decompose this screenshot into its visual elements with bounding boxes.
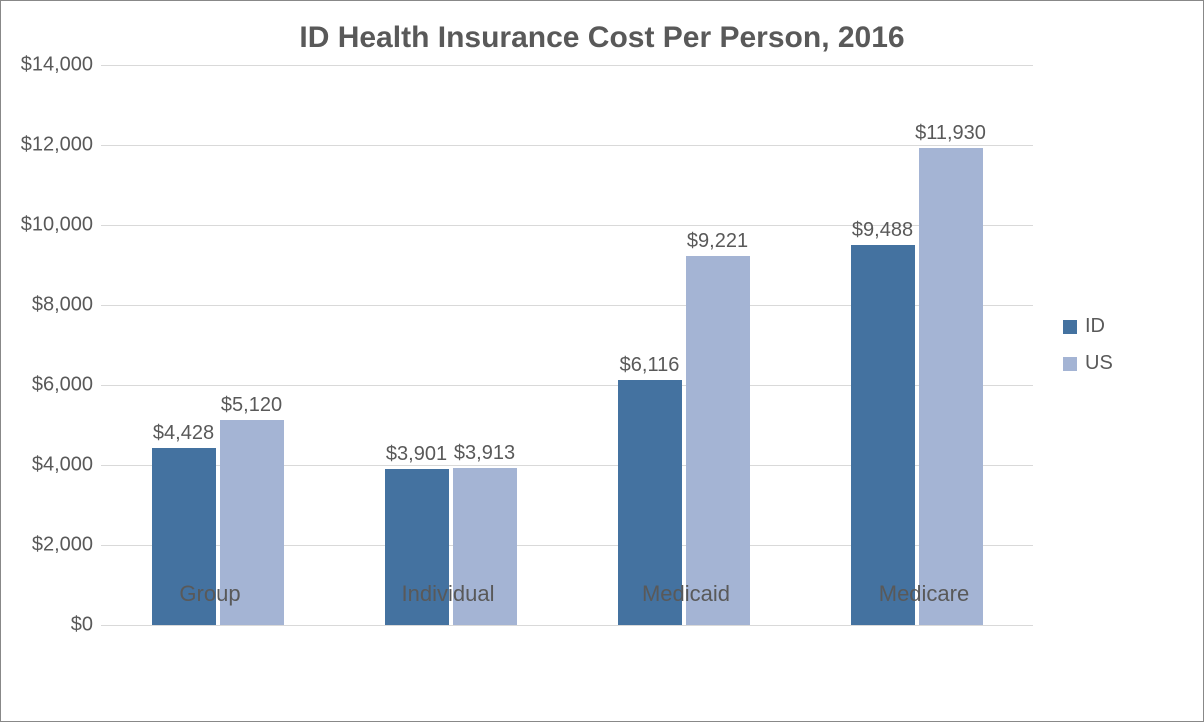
bar-pair: $6,116 $9,221 [618, 65, 750, 625]
bar-us: $11,930 [919, 148, 983, 625]
category-group: $9,488$11,930 [800, 65, 1033, 625]
bar-data-label: $3,901 [386, 443, 447, 466]
chart-title: ID Health Insurance Cost Per Person, 201… [11, 21, 1193, 55]
legend-item: ID [1063, 315, 1193, 338]
y-tick-label: $14,000 [21, 54, 93, 77]
plot-area: $4,428 $5,120 $3,901 $3,913 $6,116 $9,221 $9,4… [101, 65, 1033, 625]
legend-swatch [1063, 320, 1077, 334]
y-tick-label: $4,000 [32, 454, 93, 477]
y-tick-label: $10,000 [21, 214, 93, 237]
bar-data-label: $5,120 [221, 394, 282, 417]
y-tick-label: $12,000 [21, 134, 93, 157]
y-tick-label: $2,000 [32, 534, 93, 557]
bars-layer: $4,428 $5,120 $3,901 $3,913 $6,116 $9,221 $9,4… [101, 65, 1033, 625]
bar-pair: $9,488$11,930 [851, 65, 983, 625]
category-group: $4,428 $5,120 [101, 65, 334, 625]
y-axis: $0$2,000$4,000$6,000$8,000$10,000$12,000… [11, 65, 101, 625]
x-tick-label: Individual [329, 581, 567, 607]
bar-data-label: $9,221 [687, 230, 748, 253]
bar-pair: $4,428 $5,120 [152, 65, 284, 625]
category-group: $6,116 $9,221 [567, 65, 800, 625]
bar-pair: $3,901 $3,913 [385, 65, 517, 625]
x-tick-label: Medicaid [567, 581, 805, 607]
x-axis: GroupIndividualMedicaidMedicare [91, 581, 1043, 607]
bar-data-label: $11,930 [915, 122, 986, 145]
y-tick-label: $8,000 [32, 294, 93, 317]
gridline [101, 625, 1033, 626]
bar-data-label: $6,116 [620, 354, 680, 377]
legend: ID US [1033, 65, 1193, 625]
legend-item: US [1063, 352, 1193, 375]
bar-data-label: $9,488 [852, 219, 913, 242]
bar-data-label: $4,428 [153, 422, 214, 445]
bar-us: $9,221 [686, 256, 750, 625]
legend-label: ID [1085, 315, 1105, 338]
x-tick-label: Group [91, 581, 329, 607]
y-tick-label: $0 [71, 614, 93, 637]
category-group: $3,901 $3,913 [334, 65, 567, 625]
bar-data-label: $3,913 [454, 442, 515, 465]
legend-swatch [1063, 357, 1077, 371]
x-tick-label: Medicare [805, 581, 1043, 607]
plot-wrap: $4,428 $5,120 $3,901 $3,913 $6,116 $9,221 $9,4… [101, 65, 1033, 625]
legend-label: US [1085, 352, 1113, 375]
chart-container: ID Health Insurance Cost Per Person, 201… [0, 0, 1204, 722]
bar-id: $9,488 [851, 245, 915, 625]
y-tick-label: $6,000 [32, 374, 93, 397]
